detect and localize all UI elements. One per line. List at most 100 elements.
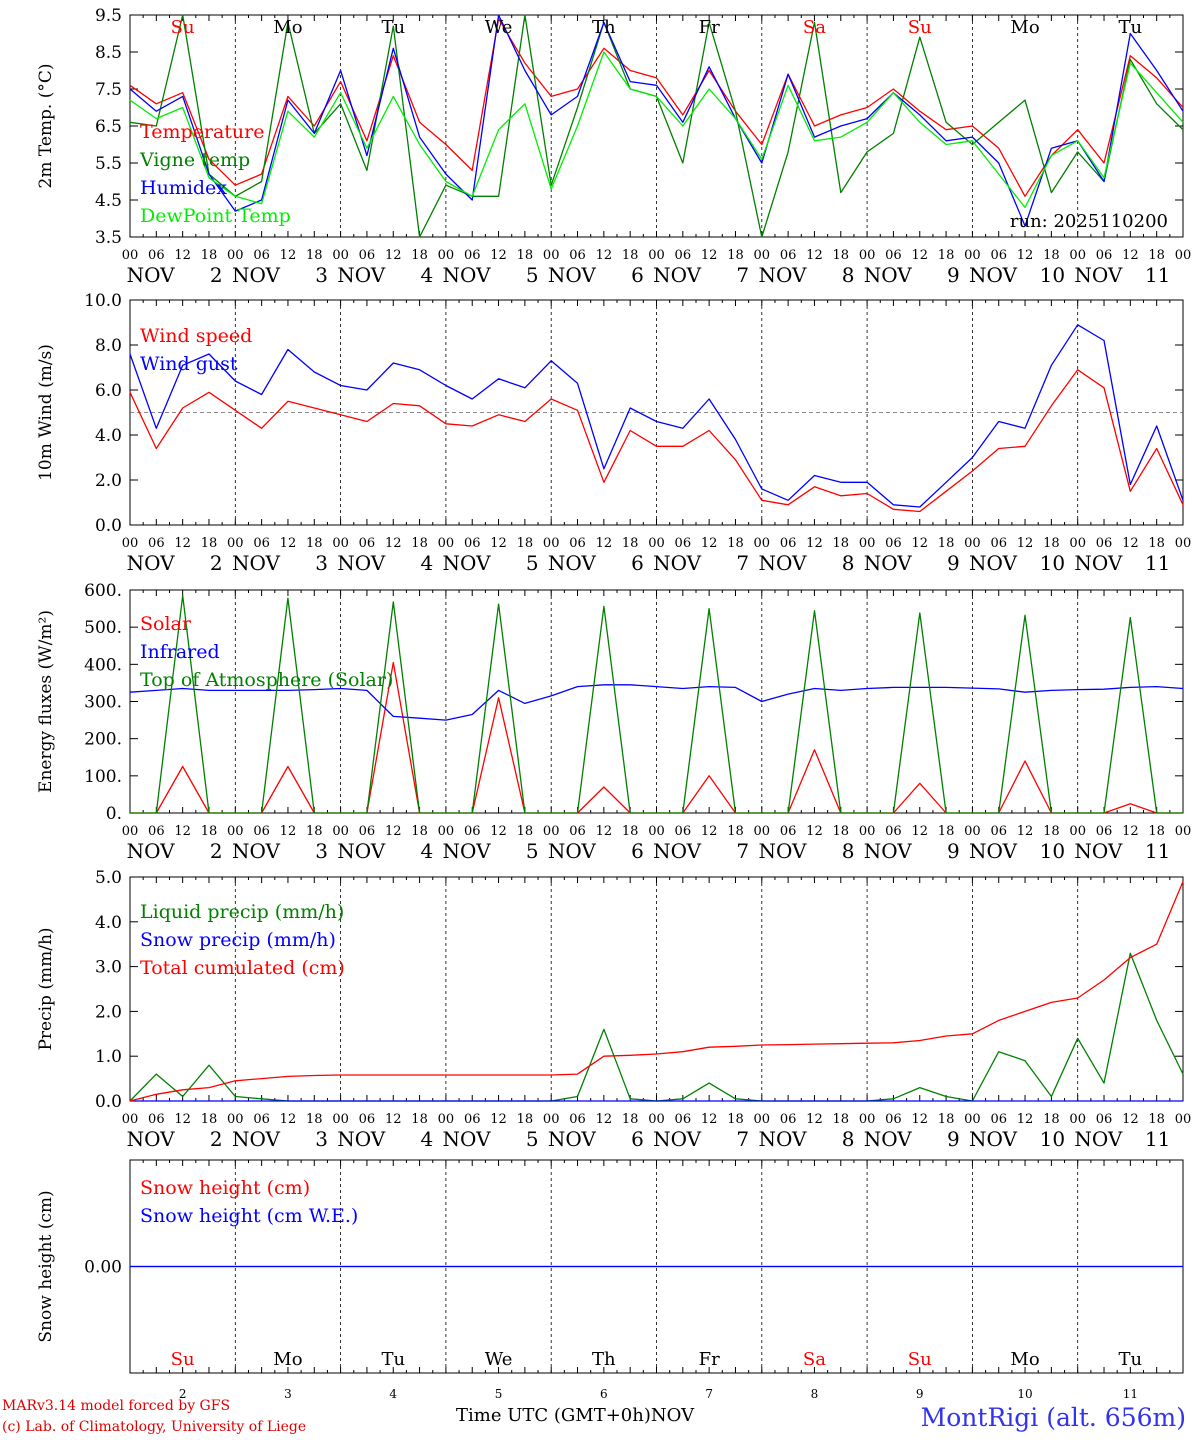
precip-panel-day-number: 9 <box>947 1127 960 1151</box>
wind-panel-month-label: NOV <box>969 551 1018 575</box>
wind-panel-hour-label: 06 <box>675 536 692 551</box>
temperature-panel-hour-label: 12 <box>806 248 823 263</box>
wind-panel-hour-label: 12 <box>911 536 928 551</box>
temperature-panel-hour-label: 12 <box>1017 248 1034 263</box>
energy-panel-ylabel: Energy fluxes (W/m²) <box>36 610 56 793</box>
temperature-panel-month-label: NOV <box>232 263 281 287</box>
wind-panel-ytick-label: 0.0 <box>95 516 122 536</box>
energy-panel-day-number: 9 <box>947 839 960 863</box>
precip-panel-hour-label: 00 <box>438 1112 455 1127</box>
energy-panel-hour-label: 12 <box>596 824 613 839</box>
wind-panel-hour-label: 00 <box>859 536 876 551</box>
precip-panel-day-number: 4 <box>421 1127 434 1151</box>
wind-panel-day-number: 5 <box>526 551 539 575</box>
day-number-bottom: 7 <box>705 1387 713 1401</box>
temperature-panel-day-number: 7 <box>736 263 749 287</box>
precip-panel-hour-label: 12 <box>911 1112 928 1127</box>
temperature-panel-ytick-label: 8.5 <box>95 43 122 63</box>
precip-panel-month-label: NOV <box>443 1127 492 1151</box>
precip-panel-hour-label: 18 <box>411 1112 428 1127</box>
wind-panel-day-number: 4 <box>421 551 434 575</box>
precip-panel-hour-label: 18 <box>938 1112 955 1127</box>
energy-panel-legend-entry: Top of Atmosphere (Solar) <box>140 669 393 691</box>
wind-panel-ytick-label: 10.0 <box>84 291 122 311</box>
energy-panel-hour-label: 00 <box>648 824 665 839</box>
day-number-bottom: 11 <box>1123 1387 1138 1401</box>
temperature-panel-day-number: 2 <box>210 263 223 287</box>
temperature-panel-hour-label: 06 <box>1096 248 1113 263</box>
temperature-panel-hour-label: 00 <box>964 248 981 263</box>
temperature-panel-hour-label: 18 <box>622 248 639 263</box>
wind-panel-hour-label: 06 <box>464 536 481 551</box>
energy-panel-day-number: 6 <box>631 839 644 863</box>
precip-panel-day-number: 6 <box>631 1127 644 1151</box>
day-abbr-bottom: Tu <box>381 1349 405 1370</box>
temperature-panel-month-label: NOV <box>337 263 386 287</box>
precip-panel-day-number: 5 <box>526 1127 539 1151</box>
temperature-panel-series-dewpoint-temp <box>129 51 1184 209</box>
wind-panel-ytick-label: 8.0 <box>95 336 122 356</box>
precip-panel-day-number: 7 <box>736 1127 749 1151</box>
energy-panel-hour-label: 00 <box>859 824 876 839</box>
temperature-panel-day-number: 3 <box>315 263 328 287</box>
energy-panel-month-label: NOV <box>864 839 913 863</box>
temperature-panel-day-number: 9 <box>947 263 960 287</box>
energy-panel-hour-label: 06 <box>148 824 165 839</box>
wind-panel-hour-label: 18 <box>833 536 850 551</box>
temperature-panel-ylabel: 2m Temp. (°C) <box>36 63 56 188</box>
day-abbr-top: Sa <box>803 17 826 38</box>
precip-panel-month-label: NOV <box>864 1127 913 1151</box>
day-abbr-bottom: We <box>485 1349 513 1370</box>
day-abbr-top: Tu <box>1119 17 1143 38</box>
wind-panel-hour-label: 18 <box>1043 536 1060 551</box>
day-abbr-bottom: Tu <box>1119 1349 1143 1370</box>
temperature-panel-annotation: run: 2025110200 <box>1010 211 1168 232</box>
temperature-panel-hour-label: 06 <box>253 248 270 263</box>
precip-panel-hour-label: 00 <box>648 1112 665 1127</box>
temperature-panel-legend-entry: Temperature <box>140 121 264 143</box>
precip-panel-hour-label: 06 <box>675 1112 692 1127</box>
wind-panel-hour-label: 06 <box>569 536 586 551</box>
energy-panel-hour-label: 12 <box>1122 824 1139 839</box>
energy-panel-ytick-label: 0. <box>106 804 122 824</box>
energy-panel-legend-entry: Infrared <box>140 641 220 663</box>
energy-panel-day-number: 3 <box>315 839 328 863</box>
day-abbr-top: Su <box>171 17 195 38</box>
wind-panel-hour-label: 18 <box>1148 536 1165 551</box>
wind-panel-hour-label: 06 <box>990 536 1007 551</box>
wind-panel-month-label: NOV <box>443 551 492 575</box>
precip-panel-ytick-label: 0.0 <box>95 1092 122 1112</box>
precip-panel-hour-label: 00 <box>227 1112 244 1127</box>
energy-panel-hour-label: 06 <box>464 824 481 839</box>
precip-panel-hour-label: 12 <box>806 1112 823 1127</box>
wind-panel-hour-label: 00 <box>754 536 771 551</box>
temperature-panel-hour-label: 00 <box>122 248 139 263</box>
temperature-panel-hour-label: 18 <box>1148 248 1165 263</box>
energy-panel-ytick-label: 100. <box>84 767 122 787</box>
temperature-panel-hour-label: 00 <box>859 248 876 263</box>
wind-panel-hour-label: 00 <box>227 536 244 551</box>
day-number-bottom: 4 <box>389 1387 397 1401</box>
wind-panel-day-number: 9 <box>947 551 960 575</box>
wind-panel-hour-label: 18 <box>727 536 744 551</box>
wind-panel-hour-label: 00 <box>438 536 455 551</box>
temperature-panel-month-label: NOV <box>969 263 1018 287</box>
precip-panel-series-total-cumulated-cm <box>129 881 1184 1102</box>
day-abbr-top: Fr <box>699 17 720 38</box>
energy-panel-ytick-label: 300. <box>84 693 122 713</box>
temperature-panel-ytick-label: 9.5 <box>95 6 122 26</box>
precip-panel-day-number: 3 <box>315 1127 328 1151</box>
temperature-panel-hour-label: 18 <box>1043 248 1060 263</box>
day-abbr-bottom: Th <box>592 1349 616 1370</box>
temperature-panel-hour-label: 12 <box>596 248 613 263</box>
energy-panel-hour-label: 12 <box>174 824 191 839</box>
wind-panel-hour-label: 00 <box>543 536 560 551</box>
x-axis-title: Time UTC (GMT+0h)NOV <box>456 1405 694 1426</box>
temperature-panel-month-label: NOV <box>443 263 492 287</box>
wind-panel-hour-label: 12 <box>1017 536 1034 551</box>
precip-panel-hour-label: 18 <box>517 1112 534 1127</box>
energy-panel-hour-label: 12 <box>280 824 297 839</box>
precip-panel-hour-label: 12 <box>490 1112 507 1127</box>
wind-panel-series-wind-gust <box>129 324 1184 508</box>
